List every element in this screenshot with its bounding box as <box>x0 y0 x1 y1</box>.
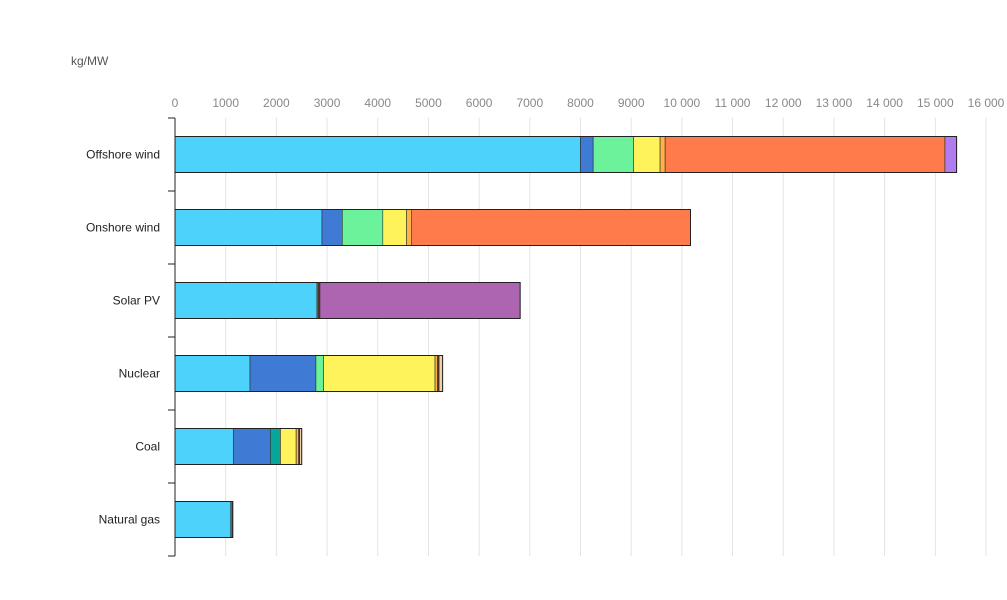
bar-segment <box>580 136 594 173</box>
x-tick-label: 4000 <box>364 96 391 110</box>
category-label: Nuclear <box>119 367 160 381</box>
bar-segment <box>411 209 691 246</box>
bar-segment <box>174 501 232 538</box>
category-label: Solar PV <box>113 294 160 308</box>
bar-segment <box>438 355 443 392</box>
x-tick-label: 15 000 <box>917 96 954 110</box>
x-tick-label: 14 000 <box>866 96 903 110</box>
bar-segment <box>174 355 251 392</box>
x-tick-label: 12 000 <box>765 96 802 110</box>
bar-segment <box>249 355 317 392</box>
x-tick-label: 5000 <box>415 96 442 110</box>
x-tick-label: 0 <box>172 96 179 110</box>
bar-segment <box>382 209 407 246</box>
x-tick-label: 7000 <box>516 96 543 110</box>
bar-segment <box>944 136 957 173</box>
bar-segment <box>174 136 581 173</box>
bar-segment <box>280 428 297 465</box>
bar-segment <box>434 355 438 392</box>
bar-segment <box>174 209 323 246</box>
bar-segment <box>406 209 413 246</box>
bar-segment <box>174 282 318 319</box>
bar-segment <box>659 136 666 173</box>
bar-segment <box>321 209 343 246</box>
bar-segment <box>341 209 384 246</box>
bar-outline <box>174 282 521 319</box>
bar-segment <box>664 136 946 173</box>
unit-label: kg/MW <box>71 54 109 68</box>
bar-outline <box>174 209 691 246</box>
category-label: Offshore wind <box>86 148 160 162</box>
bar-segment <box>319 282 521 319</box>
bar-segment <box>315 355 324 392</box>
x-tick-label: 2000 <box>263 96 290 110</box>
bar-outline <box>174 136 958 173</box>
x-tick-label: 3000 <box>314 96 341 110</box>
bar-segment <box>232 428 271 465</box>
x-tick-label: 1000 <box>212 96 239 110</box>
x-tick-label: 8000 <box>567 96 594 110</box>
bar-segment <box>592 136 635 173</box>
x-tick-label: 13 000 <box>816 96 853 110</box>
bar-segment <box>323 355 436 392</box>
bar-outline <box>174 355 444 392</box>
category-label: Natural gas <box>99 513 160 527</box>
bar-segment <box>174 428 234 465</box>
x-tick-label: 6000 <box>466 96 493 110</box>
bar-segment <box>269 428 281 465</box>
x-tick-label: 9000 <box>618 96 645 110</box>
bar-outline <box>174 428 303 465</box>
bar-segment <box>317 282 321 319</box>
x-tick-label: 10 000 <box>664 96 701 110</box>
bar-segment <box>295 428 299 465</box>
category-label: Onshore wind <box>86 221 160 235</box>
x-tick-label: 11 000 <box>715 96 751 110</box>
bar-outline <box>174 501 234 538</box>
x-tick-label: 16 000 <box>968 96 1005 110</box>
bar-segment <box>633 136 661 173</box>
category-label: Coal <box>135 440 160 454</box>
